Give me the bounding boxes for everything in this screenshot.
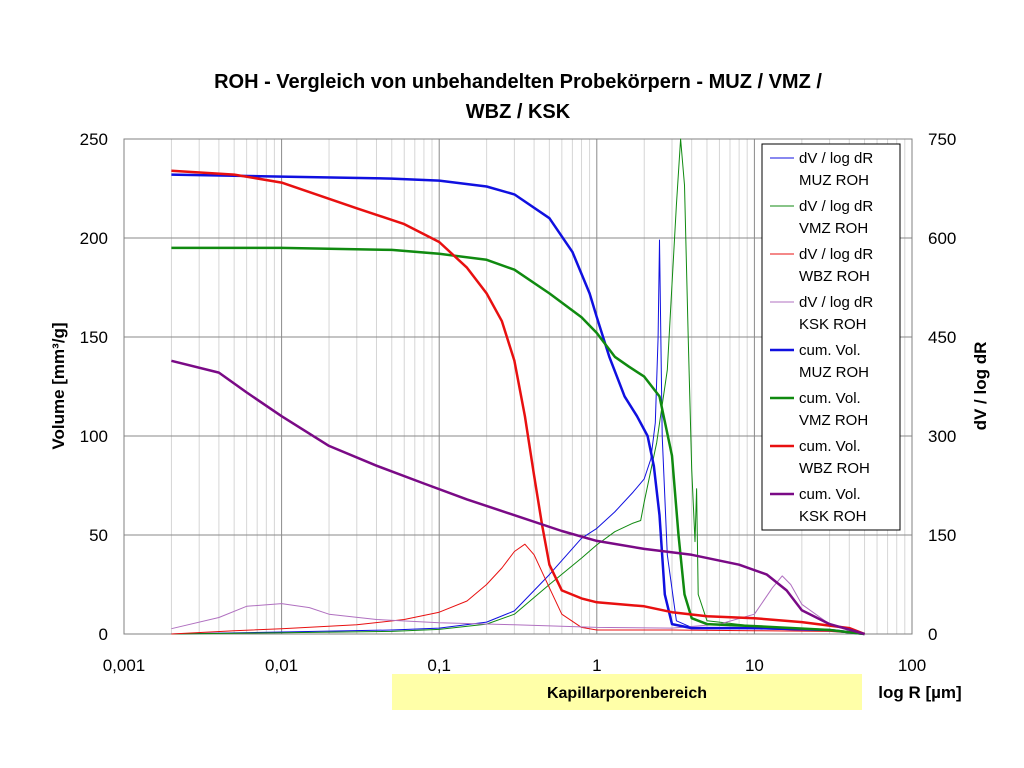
series-line-3 <box>171 575 865 635</box>
legend-entry-0: MUZ ROH <box>799 172 869 189</box>
series-line-6 <box>171 169 866 636</box>
y-tick-label: 0 <box>99 625 108 644</box>
y-axis-label: Volume [mm³/g] <box>49 322 68 449</box>
series-group <box>171 138 866 636</box>
y-tick-label: 100 <box>80 427 108 446</box>
x-tick-label: 0,01 <box>265 656 298 675</box>
legend-entry-3: KSK ROH <box>799 316 867 333</box>
legend-entry-4: MUZ ROH <box>799 364 869 381</box>
y-tick-label: 150 <box>80 328 108 347</box>
series-line-2 <box>171 543 865 635</box>
y-tick-label: 200 <box>80 229 108 248</box>
y2-tick-label: 600 <box>928 229 956 248</box>
legend-entry-6: cum. Vol. <box>799 438 861 455</box>
x-axis-label: log R [µm] <box>878 683 961 702</box>
x-tick-label: 1 <box>592 656 601 675</box>
y2-tick-label: 0 <box>928 625 937 644</box>
legend-entry-0: dV / log dR <box>799 150 873 167</box>
y2-tick-label: 450 <box>928 328 956 347</box>
legend-entry-5: VMZ ROH <box>799 412 868 429</box>
legend-entry-1: dV / log dR <box>799 198 873 215</box>
series-line-7 <box>171 359 865 636</box>
x-tick-label: 0,001 <box>103 656 146 675</box>
legend-entry-7: cum. Vol. <box>799 486 861 503</box>
grid <box>123 139 912 634</box>
y2-tick-label: 750 <box>928 130 956 149</box>
legend-entry-1: VMZ ROH <box>799 220 868 237</box>
x-tick-label: 10 <box>745 656 764 675</box>
series-line-0 <box>171 239 865 635</box>
legend-entry-2: WBZ ROH <box>799 268 870 285</box>
y-tick-label: 50 <box>89 526 108 545</box>
x-tick-label: 0,1 <box>427 656 451 675</box>
y2-axis-label: dV / log dR <box>971 342 990 431</box>
plot-area <box>123 138 913 635</box>
legend-entry-5: cum. Vol. <box>799 390 861 407</box>
legend-entry-7: KSK ROH <box>799 508 867 525</box>
legend-entry-3: dV / log dR <box>799 294 873 311</box>
legend-entry-2: dV / log dR <box>799 246 873 263</box>
tick-labels: 0,001 0,01 0,1 1 10 1000501001502002500150300… <box>80 130 957 675</box>
chart-title: ROH - Vergleich von unbehandelten Probek… <box>214 71 822 123</box>
y2-tick-label: 150 <box>928 526 956 545</box>
capillary-pore-band-label: Kapillarporenbereich <box>547 685 707 702</box>
legend-entry-6: WBZ ROH <box>799 460 870 477</box>
chart-title-line-2: WBZ / KSK <box>466 101 571 123</box>
capillary-band-group: Kapillarporenbereich <box>392 674 862 710</box>
y-tick-label: 250 <box>80 130 108 149</box>
legend: dV / log dR MUZ ROH dV / log dR VMZ ROH dV /… <box>761 143 901 531</box>
legend-box <box>761 143 901 531</box>
capillary-pore-band <box>392 674 862 710</box>
chart-title-line-1: ROH - Vergleich von unbehandelten Probek… <box>214 71 822 93</box>
series-line-5 <box>171 246 865 636</box>
series-line-4 <box>171 173 865 636</box>
x-tick-label: 100 <box>898 656 926 675</box>
y2-tick-label: 300 <box>928 427 956 446</box>
legend-entry-4: cum. Vol. <box>799 342 861 359</box>
